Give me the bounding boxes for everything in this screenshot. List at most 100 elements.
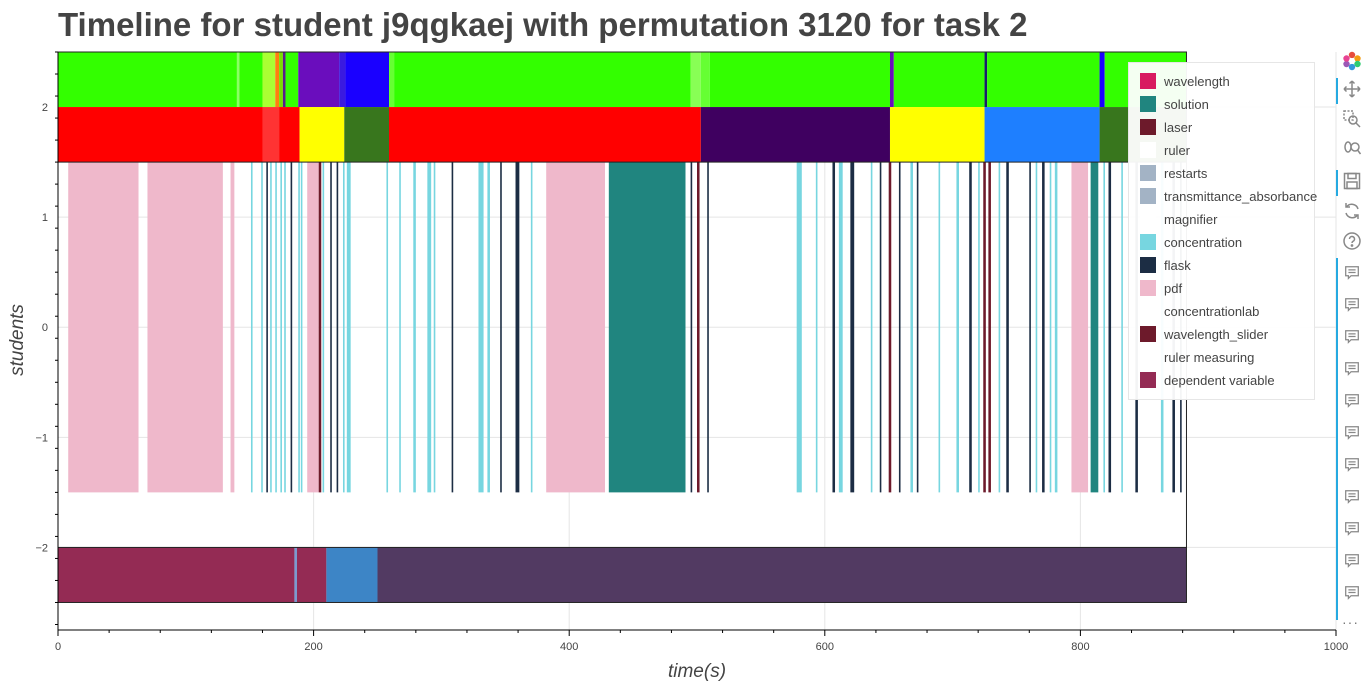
legend-swatch xyxy=(1140,303,1156,319)
hover-tool-icon[interactable] xyxy=(1340,390,1364,412)
box-zoom-icon[interactable] xyxy=(1340,108,1364,130)
middle-row-bar xyxy=(262,107,280,163)
top-row-bar xyxy=(262,52,276,108)
event-bar-flask xyxy=(898,162,901,493)
pan-icon[interactable] xyxy=(1340,78,1364,100)
event-bar-concentration xyxy=(910,162,913,493)
hover-tool-icon[interactable] xyxy=(1340,262,1364,284)
top-row-bar xyxy=(285,52,299,108)
chart-title: Timeline for student j9qgkaej with permu… xyxy=(58,6,1028,43)
axes: 0 200 400 600 800 1000 2 1 0 −1 −2 xyxy=(35,51,1348,653)
hover-tool-icon[interactable] xyxy=(1340,486,1364,508)
legend-swatch xyxy=(1140,142,1156,158)
legend-label: ruler measuring xyxy=(1164,349,1255,365)
event-bar-flask xyxy=(330,162,332,493)
hover-tool-icon[interactable] xyxy=(1340,294,1364,316)
legend-item-flask: flask xyxy=(1140,256,1191,274)
event-bar-pdf xyxy=(147,162,223,493)
event-bar-flask xyxy=(1042,162,1045,493)
event-bar-flask xyxy=(1108,162,1112,493)
legend-item-solution: solution xyxy=(1140,95,1209,113)
event-bar-flask xyxy=(451,162,454,493)
legend-item-ruler: ruler xyxy=(1140,141,1190,159)
event-bar-concentration xyxy=(280,162,282,493)
legend-label: concentration xyxy=(1164,234,1243,250)
top-row-bar xyxy=(889,52,894,108)
help-icon[interactable] xyxy=(1340,230,1364,252)
top-row-bar xyxy=(893,52,985,108)
more-tools-icon[interactable]: ··· xyxy=(1342,614,1359,630)
event-bar-concentration xyxy=(413,162,416,493)
hover-tool-icon[interactable] xyxy=(1340,582,1364,604)
event-bar-concentration xyxy=(838,162,843,493)
hover-tool-icon[interactable] xyxy=(1340,518,1364,540)
event-bar-concentration xyxy=(978,162,980,493)
active-tool-indicator xyxy=(1336,78,1338,104)
event-bars xyxy=(68,162,1182,493)
x-tick-label: 200 xyxy=(304,641,322,653)
legend-label: transmittance_absorbance xyxy=(1164,188,1318,204)
top-row-bar xyxy=(275,52,280,108)
event-bar-flask xyxy=(266,162,268,493)
top-row-bar xyxy=(345,52,390,108)
legend-item-magnifier: magnifier xyxy=(1140,210,1217,228)
event-bar-concentration xyxy=(346,162,351,493)
y-axis-label: students xyxy=(7,304,28,376)
event-bar-wavelength_slider xyxy=(888,162,892,493)
reset-icon[interactable] xyxy=(1340,200,1364,222)
middle-row-bar xyxy=(344,107,390,163)
legend-item-restarts: restarts xyxy=(1140,164,1207,182)
event-bar-wavelength_slider xyxy=(983,162,986,493)
middle-row-bar xyxy=(984,107,1100,163)
event-bar-concentration xyxy=(998,162,1001,493)
middle-row-bar xyxy=(279,107,300,163)
top-row-bar xyxy=(58,52,237,108)
legend-item-pdf: pdf xyxy=(1140,279,1182,297)
hover-tool-icon[interactable] xyxy=(1340,454,1364,476)
hover-tool-icon[interactable] xyxy=(1340,550,1364,572)
top-row-bar xyxy=(282,52,286,108)
bottom-row-bar xyxy=(58,547,295,603)
save-icon[interactable] xyxy=(1340,170,1364,192)
event-bar-flask xyxy=(707,162,709,493)
event-bar-flask xyxy=(515,162,520,493)
event-bar-concentration xyxy=(300,162,303,493)
legend-label: concentrationlab xyxy=(1164,303,1260,319)
event-bar-pdf xyxy=(68,162,139,493)
event-bar-pdf xyxy=(230,162,235,493)
event-bar-concentration xyxy=(386,162,389,493)
wheel-zoom-icon[interactable] xyxy=(1340,138,1364,160)
event-bar-wavelength_slider xyxy=(988,162,991,493)
event-bar-concentration xyxy=(1121,162,1123,493)
legend-label: restarts xyxy=(1164,165,1208,181)
x-tick-label: 600 xyxy=(816,641,834,653)
hover-tool-icon[interactable] xyxy=(1340,422,1364,444)
event-bar-concentration xyxy=(433,162,436,493)
event-bar-pdf xyxy=(1071,162,1089,493)
middle-row-bar xyxy=(299,107,345,163)
legend-item-concentration: concentration xyxy=(1140,233,1242,251)
event-bar-concentration xyxy=(275,162,277,493)
event-bar-flask xyxy=(879,162,882,493)
legend: wavelength solution laser ruler restarts tran… xyxy=(1128,62,1318,400)
legend-label: dependent variable xyxy=(1164,372,1275,388)
event-bar-concentration xyxy=(956,162,959,493)
middle-row-bar xyxy=(700,107,890,163)
legend-label: flask xyxy=(1164,257,1191,273)
top-row-bar xyxy=(690,52,701,108)
middle-row-bar xyxy=(889,107,985,163)
hover-tool-icon[interactable] xyxy=(1340,326,1364,348)
event-bar-flask xyxy=(916,162,919,493)
top-row-bar xyxy=(339,52,346,108)
event-bar-concentration xyxy=(1049,162,1052,493)
event-bar-pdf xyxy=(307,162,319,493)
legend-swatch xyxy=(1140,349,1156,365)
y-tick-label: 0 xyxy=(42,322,48,334)
event-bar-wavelength_slider xyxy=(697,162,700,493)
legend-swatch xyxy=(1140,280,1156,296)
hover-tool-icon[interactable] xyxy=(1340,358,1364,380)
event-bar-flask xyxy=(832,162,836,493)
event-bar-solution xyxy=(1090,162,1099,493)
event-bar-concentration xyxy=(796,162,802,493)
